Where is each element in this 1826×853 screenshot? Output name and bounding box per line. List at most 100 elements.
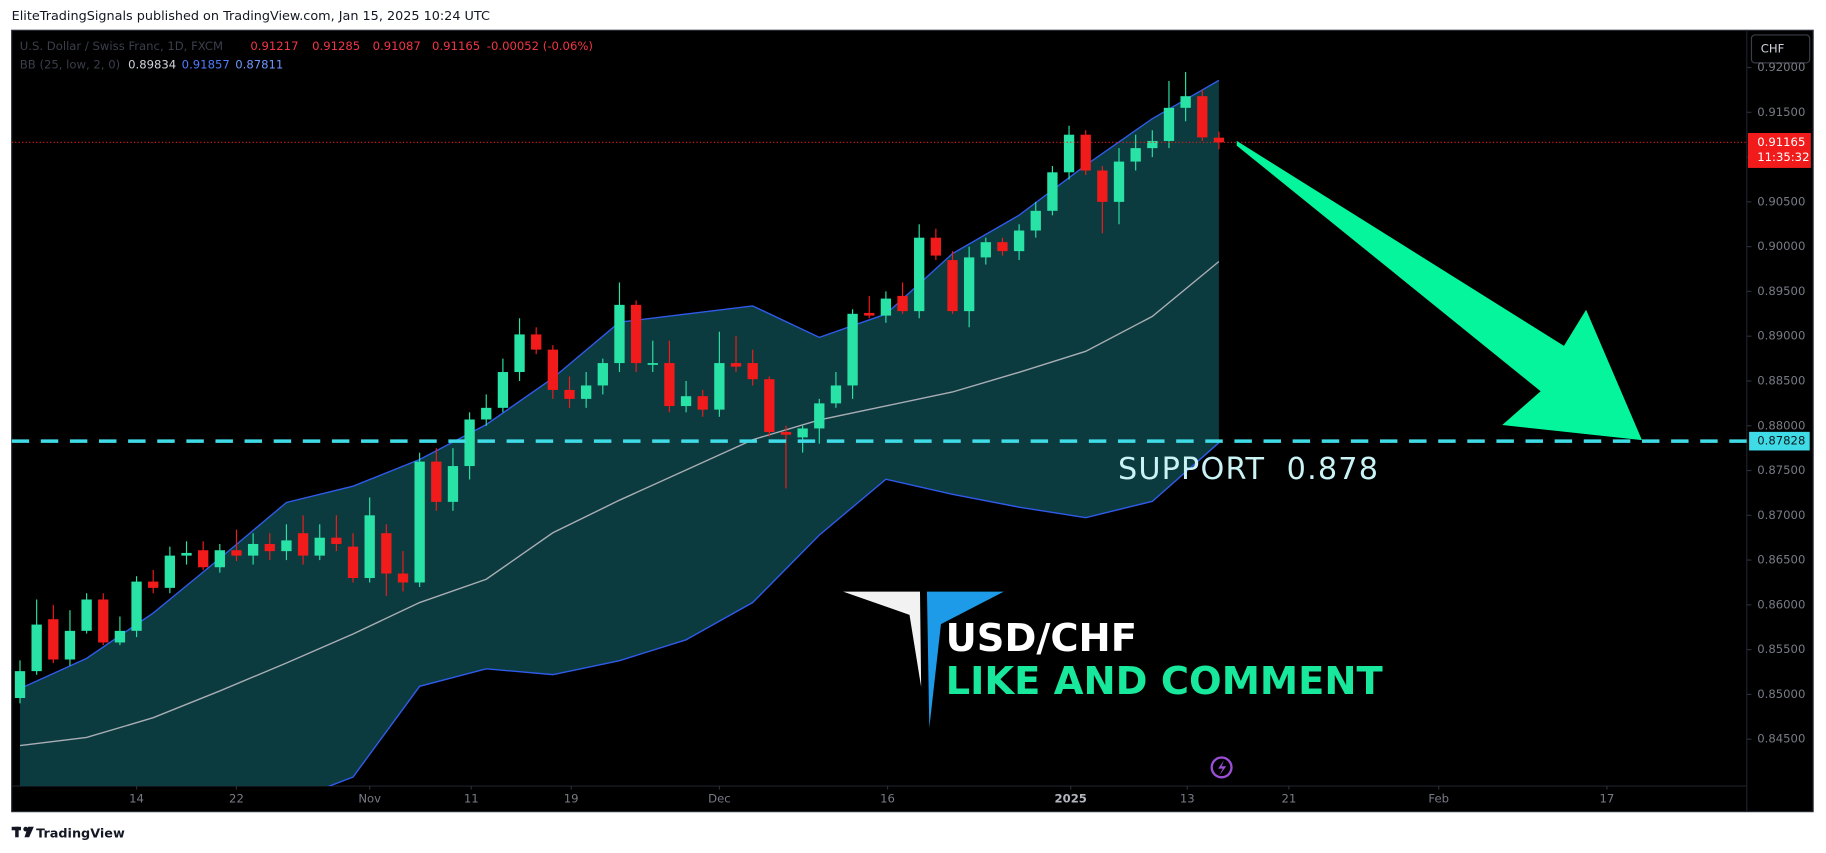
candle-body xyxy=(447,466,459,502)
y-tick-label: 0.89000 xyxy=(1757,329,1805,343)
candle xyxy=(431,448,442,511)
candle xyxy=(247,533,259,565)
indicator-title: BB (25, low, 2, 0) xyxy=(20,58,120,72)
candle xyxy=(64,610,76,666)
event-icon[interactable] xyxy=(1210,756,1233,779)
footer-logo-slash xyxy=(24,826,34,838)
candle-body xyxy=(414,461,425,583)
candle-body xyxy=(1130,148,1141,162)
y-tick-label: 0.92000 xyxy=(1757,60,1805,74)
candle xyxy=(963,246,975,328)
candle xyxy=(48,604,59,664)
candle-body xyxy=(914,237,925,312)
y-tick-label: 0.91500 xyxy=(1757,105,1805,119)
candle-body xyxy=(431,461,442,502)
x-tick-label: 13 xyxy=(1180,791,1195,805)
candle xyxy=(81,593,92,634)
x-tick-label: 14 xyxy=(129,791,144,805)
y-tick-label: 0.87500 xyxy=(1757,463,1805,477)
candle-body xyxy=(381,533,392,574)
currency-button[interactable] xyxy=(1750,34,1811,64)
candle-body xyxy=(247,543,259,556)
support-annotation: SUPPORT 0.878 xyxy=(1118,452,1379,487)
y-tick-label: 0.90000 xyxy=(1757,239,1805,253)
candle xyxy=(181,541,192,565)
arrow-annotation xyxy=(1236,140,1642,441)
candle-body xyxy=(314,537,325,556)
candle xyxy=(364,497,375,583)
x-tick-label: Nov xyxy=(358,791,381,805)
candle-body xyxy=(664,363,675,407)
candle-body xyxy=(114,630,126,643)
candle xyxy=(580,372,592,408)
y-tick-label: 0.88000 xyxy=(1757,418,1805,432)
candle-body xyxy=(847,313,858,386)
candle xyxy=(14,660,26,704)
candle-body xyxy=(1213,137,1225,143)
legend-change: -0.00052 (-0.06%) xyxy=(487,39,593,53)
candle-body xyxy=(797,428,808,438)
candle xyxy=(1047,166,1058,216)
candle-body xyxy=(198,550,209,568)
currency-label: CHF xyxy=(1761,41,1785,55)
last-price-label: 0.91165 xyxy=(1757,135,1805,149)
axes: 0.84500 0.85000 0.85500 0.86000 0.86500 0.870… xyxy=(129,60,1811,805)
candle-body xyxy=(514,334,525,373)
candle xyxy=(331,515,342,552)
candle xyxy=(747,349,758,386)
candle-body xyxy=(630,304,642,364)
candle xyxy=(614,282,625,373)
candle-body xyxy=(181,552,192,556)
candle xyxy=(198,541,209,570)
candle xyxy=(764,376,775,437)
candle-body xyxy=(764,379,775,433)
x-tick-label: Dec xyxy=(708,791,731,805)
candle-body xyxy=(864,312,875,316)
candle-body xyxy=(963,257,975,312)
candle-body xyxy=(481,407,492,420)
candle xyxy=(1080,130,1091,175)
y-tick-label: 0.85000 xyxy=(1757,687,1805,701)
candle xyxy=(531,327,542,355)
y-tick-label: 0.86500 xyxy=(1757,553,1805,567)
candle-body xyxy=(614,304,625,364)
candle-body xyxy=(164,555,176,588)
support-price-box xyxy=(1749,431,1810,451)
candle xyxy=(514,318,525,381)
candle xyxy=(314,524,325,561)
candle xyxy=(814,398,825,444)
candle-body xyxy=(947,260,958,312)
candle xyxy=(980,237,991,265)
candle xyxy=(264,533,275,561)
candle-body xyxy=(14,671,26,699)
candle-body xyxy=(1163,107,1175,141)
candle xyxy=(1197,89,1208,141)
candle-body xyxy=(680,396,692,407)
y-tick-label: 0.87000 xyxy=(1757,508,1805,522)
publish-header: EliteTradingSignals published on Trading… xyxy=(12,9,490,24)
candle-body xyxy=(897,295,908,312)
y-tick-label: 0.86000 xyxy=(1757,597,1805,611)
candle-body xyxy=(497,372,509,408)
candle xyxy=(1180,72,1191,122)
candle xyxy=(1213,131,1225,150)
legend-close: 0.91165 xyxy=(432,39,480,53)
last-price-box xyxy=(1747,132,1811,168)
footer-brand: TradingView xyxy=(36,826,125,841)
plot-area xyxy=(11,72,1747,787)
candle-body xyxy=(697,396,708,410)
x-tick-label: 21 xyxy=(1281,791,1296,805)
candle-body xyxy=(997,242,1008,252)
candle xyxy=(914,224,925,319)
candle-body xyxy=(148,581,159,588)
candle xyxy=(481,394,492,426)
candle xyxy=(414,452,425,587)
candle xyxy=(880,291,892,323)
y-tick-label: 0.84500 xyxy=(1757,732,1805,746)
candle-body xyxy=(364,515,375,579)
event-icon-bolt xyxy=(1218,760,1227,776)
legend-bb-middle: 0.89834 xyxy=(128,58,176,72)
candle-body xyxy=(980,242,991,258)
candle xyxy=(347,533,359,583)
